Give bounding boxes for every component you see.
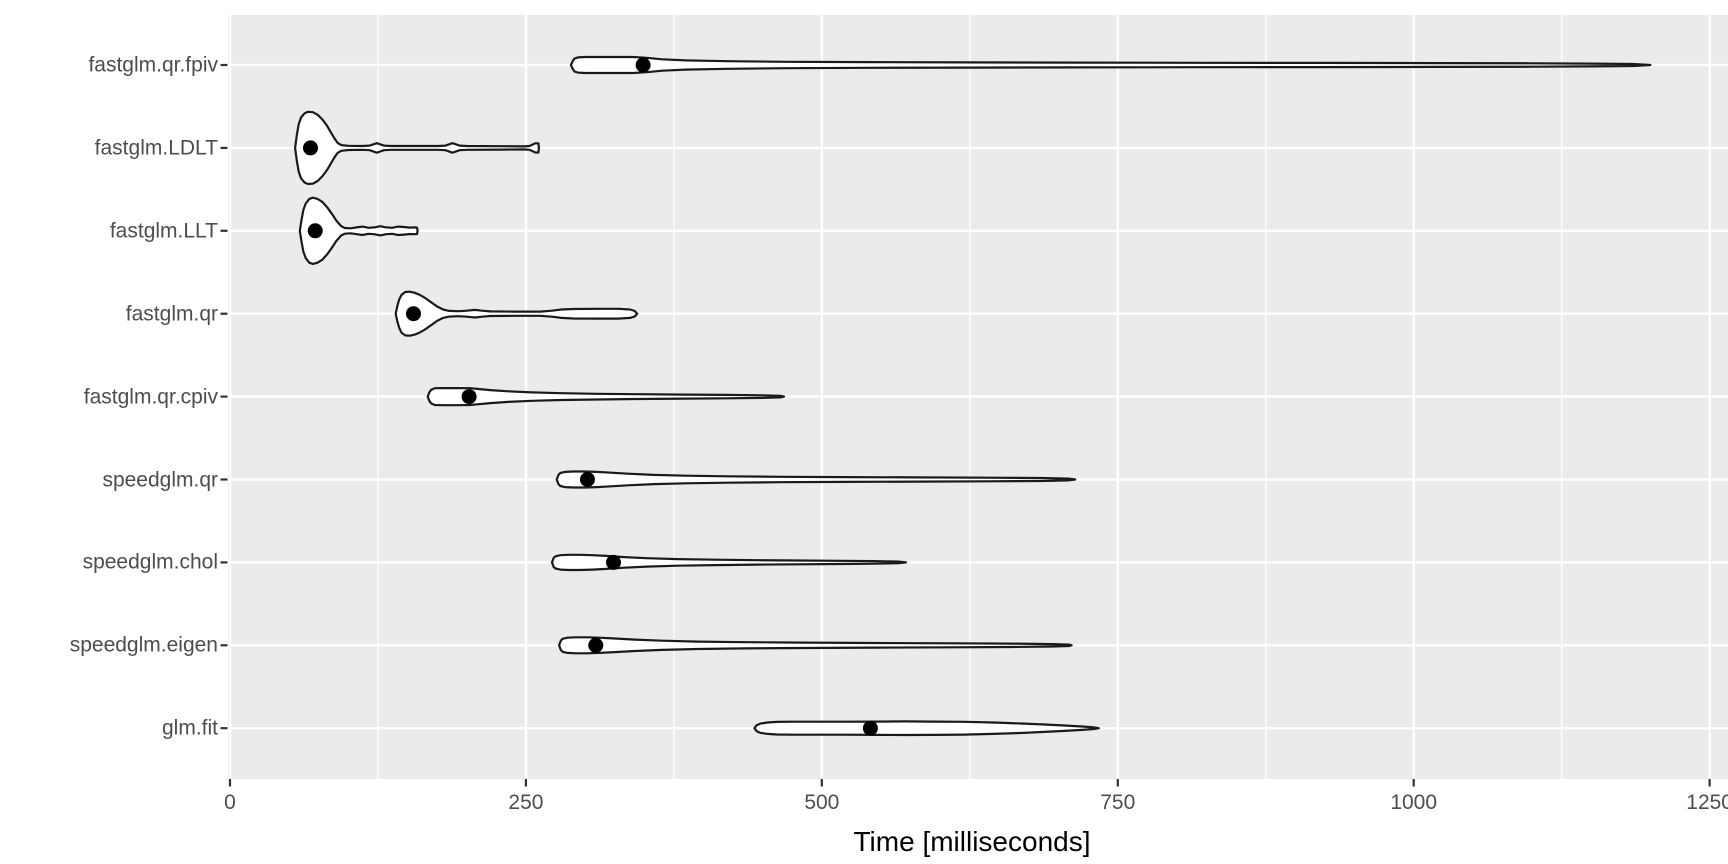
point-fastglm.qr	[405, 306, 421, 322]
point-fastglm.qr.fpiv	[635, 57, 651, 73]
point-fastglm.LLT	[307, 223, 323, 239]
y-axis-label: glm.fit	[161, 716, 218, 740]
x-tick-label: 250	[508, 791, 544, 814]
y-axis-label: speedglm.eigen	[69, 633, 218, 657]
y-axis-label: fastglm.qr	[125, 302, 218, 326]
violin-fastglm.qr.fpiv	[569, 55, 1652, 75]
x-tick-label: 1250	[1686, 791, 1728, 814]
violin-fastglm.qr.cpiv	[426, 387, 786, 407]
point-speedglm.eigen	[588, 637, 604, 653]
x-tick-label: 500	[804, 791, 840, 814]
point-fastglm.qr.cpiv	[461, 389, 477, 405]
y-axis-label: fastglm.qr.fpiv	[88, 53, 218, 77]
y-axis-label: speedglm.chol	[82, 550, 218, 574]
x-tick-label: 1000	[1390, 791, 1438, 814]
x-tick-label: 0	[224, 791, 236, 814]
violin-fastglm.LLT	[298, 196, 419, 265]
y-axis-label: fastglm.LLT	[109, 219, 218, 243]
point-speedglm.chol	[606, 554, 622, 570]
y-axis-label: fastglm.qr.cpiv	[83, 385, 218, 409]
point-speedglm.qr	[579, 472, 595, 487]
y-axis-label: speedglm.qr	[102, 468, 218, 491]
violin-speedglm.eigen	[558, 636, 1073, 655]
violin-speedglm.qr	[555, 470, 1077, 489]
x-axis-title: Time [milliseconds]	[853, 826, 1091, 857]
violin-fastglm.qr	[394, 290, 639, 337]
point-glm.fit	[862, 720, 878, 736]
y-axis-label: fastglm.LDLT	[94, 136, 218, 160]
violin-speedglm.chol	[550, 553, 907, 572]
x-tick-label: 750	[1100, 791, 1136, 814]
point-fastglm.LDLT	[302, 140, 318, 156]
violin-fastglm.LDLT	[294, 110, 540, 186]
violin-glm.fit	[753, 720, 1100, 737]
